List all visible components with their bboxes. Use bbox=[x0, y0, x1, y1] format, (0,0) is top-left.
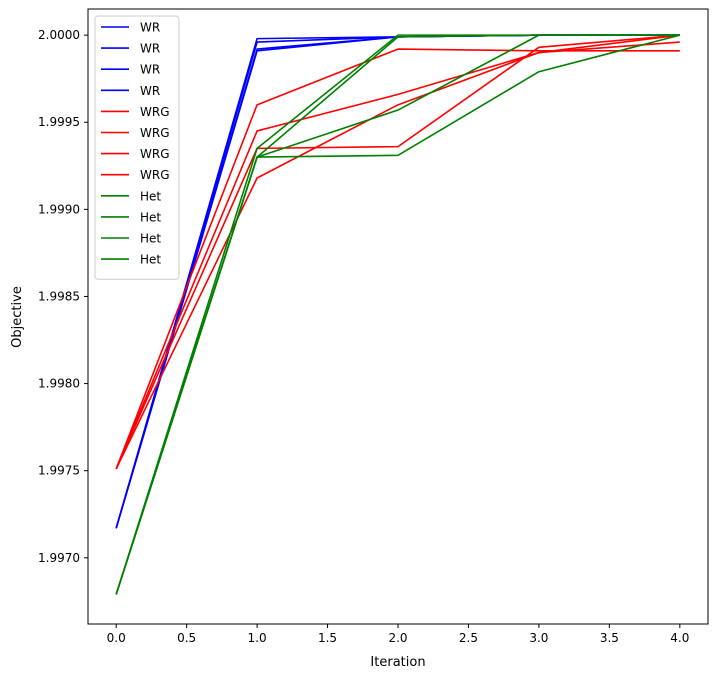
x-tick-label: 3.5 bbox=[600, 631, 619, 645]
series-line-het-12 bbox=[115, 34, 680, 595]
legend-label: Het bbox=[140, 253, 161, 267]
y-axis-label: Objective bbox=[10, 286, 25, 348]
x-tick-label: 1.5 bbox=[318, 631, 337, 645]
legend-label: Het bbox=[140, 232, 161, 246]
series-line-wrg-8 bbox=[115, 34, 680, 470]
y-axis: 1.9970 1.9975 1.9980 1.9985 1.9990 1.9995 2.00… bbox=[38, 28, 88, 565]
legend-box bbox=[94, 15, 180, 280]
y-tick-label: 1.9995 bbox=[38, 115, 80, 129]
y-tick-label: 2.0000 bbox=[38, 28, 80, 42]
legend-label: WRG bbox=[140, 147, 170, 161]
x-tick-label: 0.0 bbox=[107, 631, 126, 645]
series-layer bbox=[115, 34, 681, 595]
x-axis-label: Iteration bbox=[370, 655, 425, 670]
x-tick-label: 2.0 bbox=[388, 631, 407, 645]
legend-label: WR bbox=[140, 21, 160, 35]
series-line-wrg-7 bbox=[115, 34, 680, 470]
y-tick-label: 1.9975 bbox=[38, 464, 80, 478]
x-tick-label: 3.0 bbox=[529, 631, 548, 645]
legend-label: WR bbox=[140, 42, 160, 56]
legend-label: Het bbox=[140, 210, 161, 224]
x-tick-label: 1.0 bbox=[248, 631, 267, 645]
series-line-wrg-5 bbox=[115, 48, 680, 470]
legend-label: WRG bbox=[140, 105, 170, 119]
x-tick-label: 2.5 bbox=[459, 631, 478, 645]
y-tick-label: 1.9985 bbox=[38, 289, 80, 303]
x-tick-label: 4.0 bbox=[670, 631, 689, 645]
legend: WR WR WR WR WRG WRG WRG WRG Het Het Het Het bbox=[94, 15, 180, 280]
y-tick-label: 1.9980 bbox=[38, 377, 80, 391]
series-line-wrg-6 bbox=[115, 41, 680, 470]
legend-label: WRG bbox=[140, 168, 170, 182]
legend-label: WR bbox=[140, 63, 160, 77]
y-tick-label: 1.9970 bbox=[38, 551, 80, 565]
legend-label: WR bbox=[140, 84, 160, 98]
legend-label: Het bbox=[140, 189, 161, 203]
x-axis: 0.0 0.5 1.0 1.5 2.0 2.5 3.0 3.5 4.0 bbox=[107, 624, 689, 645]
y-tick-label: 1.9990 bbox=[38, 202, 80, 216]
x-tick-label: 0.5 bbox=[177, 631, 196, 645]
legend-label: WRG bbox=[140, 126, 170, 140]
